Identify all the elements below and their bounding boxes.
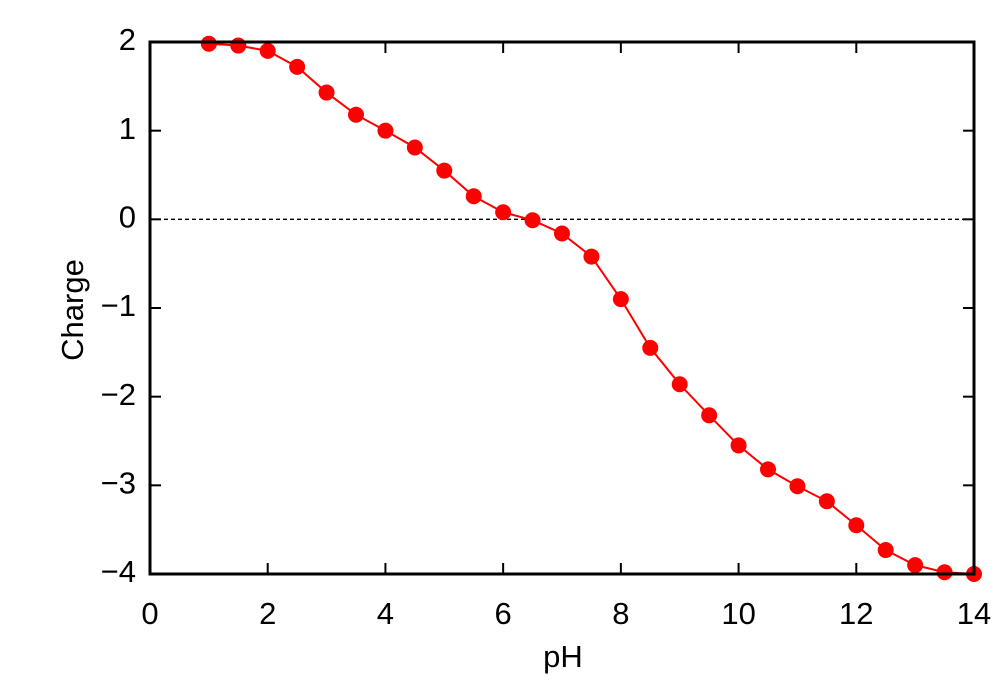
data-point [936, 564, 953, 581]
data-point [230, 37, 247, 54]
y-tick-label: −2 [101, 377, 136, 412]
data-point [465, 188, 482, 205]
data-point [289, 58, 306, 75]
data-point [406, 139, 423, 156]
x-tick-label: 0 [141, 596, 158, 631]
data-point [259, 42, 276, 59]
data-point [701, 407, 718, 424]
x-tick-label: 6 [495, 596, 512, 631]
plot-frame [148, 40, 976, 576]
y-tick-label: 0 [119, 200, 136, 235]
y-tick-label: 1 [119, 111, 136, 146]
data-point [436, 162, 453, 179]
data-point [377, 122, 394, 139]
data-point [671, 376, 688, 393]
data-point [848, 517, 865, 534]
data-point [495, 204, 512, 221]
x-tick-label: 10 [721, 596, 755, 631]
x-tick-label: 4 [377, 596, 394, 631]
data-point [760, 461, 776, 478]
data-point [200, 35, 217, 52]
y-tick-label: −1 [101, 288, 136, 323]
data-point [524, 212, 541, 229]
data-point [877, 542, 894, 559]
data-point [318, 84, 335, 101]
x-tick-label: 14 [957, 596, 991, 631]
x-axis-label: pH [543, 639, 583, 674]
x-tick-label: 12 [839, 596, 873, 631]
data-point [818, 493, 835, 510]
y-tick-label: −3 [101, 466, 136, 501]
y-tick-label: 2 [119, 22, 136, 57]
data-point [730, 437, 747, 454]
data-point [612, 291, 629, 308]
data-line [208, 42, 975, 575]
data-point [789, 478, 806, 495]
x-tick-label: 2 [259, 596, 276, 631]
y-tick-label: −4 [101, 554, 136, 589]
data-point [907, 557, 924, 574]
y-axis-label: Charge [55, 259, 90, 361]
x-tick-label: 8 [612, 596, 629, 631]
data-point [642, 339, 659, 356]
data-point [348, 106, 364, 123]
data-point [554, 225, 570, 242]
data-point [583, 248, 600, 265]
